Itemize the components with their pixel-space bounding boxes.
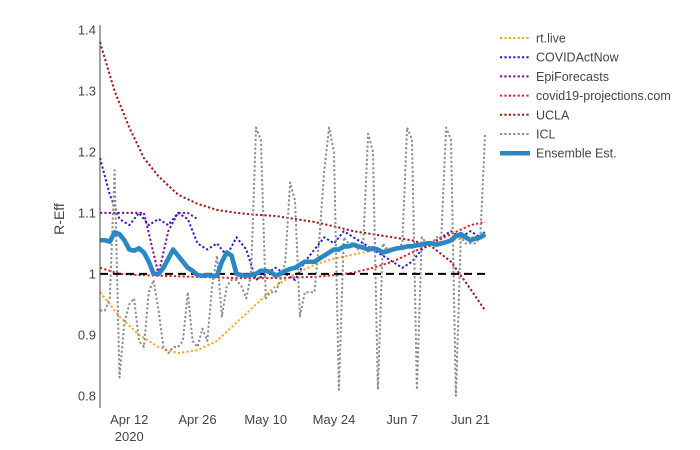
series-line-ensemble-est-top [100,230,487,278]
x-tick-label: Apr 12 [110,412,148,427]
series-line-rt-live [99,236,486,355]
legend-label: rt.live [536,32,566,46]
y-tick-label: 1.4 [78,23,96,38]
x-tick-label: Jun 21 [451,412,490,427]
y-tick-label: 1.3 [78,83,96,98]
y-tick-label: 0.9 [78,327,96,342]
y-axis-title: R-Eff [51,203,67,235]
series-line-covid19-projections-com [99,221,486,280]
y-tick-label: 0.8 [78,388,96,403]
x-tick-label: May 10 [244,412,287,427]
legend-label: covid19-projections.com [536,89,671,103]
legend: rt.live COVIDActNow EpiForecasts covid19-pr… [500,32,671,161]
series-line-icl [100,126,487,397]
x-tick-label: Jun 7 [386,412,418,427]
plot-area [99,41,490,397]
legend-label: EpiForecasts [536,70,609,84]
y-tick-label: 1.1 [78,205,96,220]
x-tick-year-label: 2020 [115,429,144,444]
x-tick-label: Apr 26 [178,412,216,427]
legend-label: COVIDActNow [536,51,620,65]
legend-label: Ensemble Est. [536,147,617,161]
axes: 0.8 0.9 1 1.1 1.2 1.3 1.4 Apr 12 2020 Apr 26 May 1… [51,23,490,445]
legend-label: ICL [536,128,556,142]
y-tick-label: 1 [89,266,96,281]
x-tick-label: May 24 [313,412,356,427]
legend-label: UCLA [536,108,570,122]
y-tick-label: 1.2 [78,144,96,159]
